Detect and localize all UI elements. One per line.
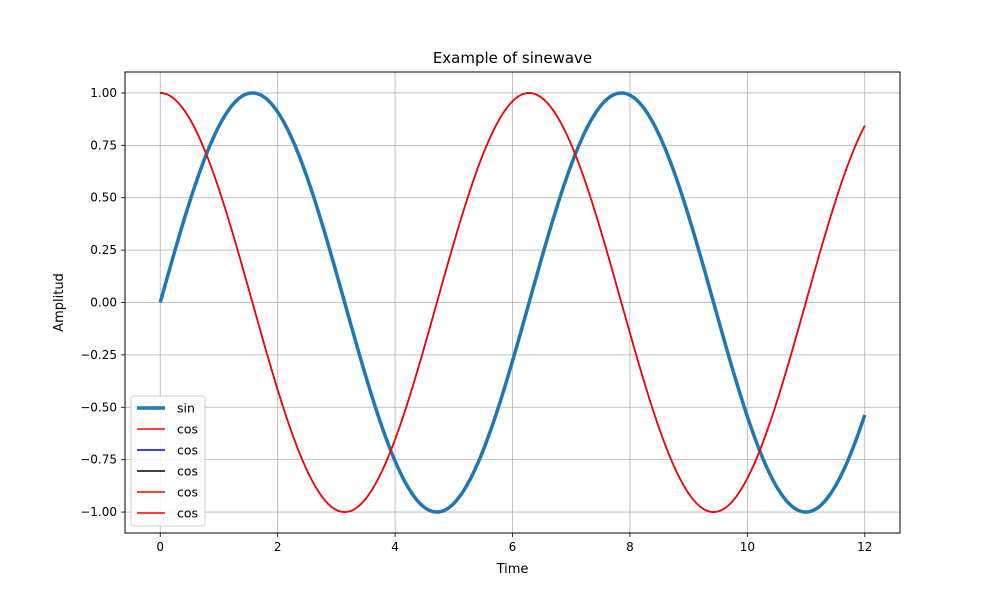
x-tick-labels: 0 2 4 6 8 10 12 <box>156 540 872 554</box>
legend: sin cos cos cos cos cos <box>130 395 206 527</box>
x-tick-label: 2 <box>274 540 282 554</box>
series-lines <box>158 91 867 514</box>
x-axis-label: Time <box>496 562 529 577</box>
x-tick-label: 12 <box>857 540 872 554</box>
legend-label: cos <box>177 443 198 458</box>
x-tick-label: 4 <box>391 540 399 554</box>
y-tick-label: 0.25 <box>90 243 117 257</box>
y-tick-label: 0.00 <box>90 296 117 310</box>
legend-label: cos <box>177 422 198 437</box>
x-tick-label: 8 <box>626 540 634 554</box>
y-tick-label: −0.75 <box>80 453 117 467</box>
y-tick-label: −0.50 <box>80 400 117 414</box>
legend-label: sin <box>177 401 195 416</box>
legend-label: cos <box>177 485 198 500</box>
y-tick-label: −0.25 <box>80 348 117 362</box>
chart-title: Example of sinewave <box>433 49 592 67</box>
series-line-cos <box>160 92 866 513</box>
x-tick-label: 6 <box>509 540 517 554</box>
series-line-sin <box>158 91 867 514</box>
x-tick-label: 0 <box>156 540 164 554</box>
tick-marks <box>121 92 866 537</box>
y-tick-label: 0.75 <box>90 138 117 152</box>
legend-label: cos <box>177 506 198 521</box>
legend-label: cos <box>177 464 198 479</box>
y-tick-label: −1.00 <box>80 505 117 519</box>
y-tick-labels: −1.00 −0.75 −0.50 −0.25 0.00 0.25 0.50 0.75 1.00 <box>80 86 117 519</box>
y-tick-label: 1.00 <box>90 86 117 100</box>
y-axis-label: Amplitud <box>52 273 67 332</box>
x-tick-label: 10 <box>740 540 755 554</box>
y-tick-label: 0.50 <box>90 191 117 205</box>
